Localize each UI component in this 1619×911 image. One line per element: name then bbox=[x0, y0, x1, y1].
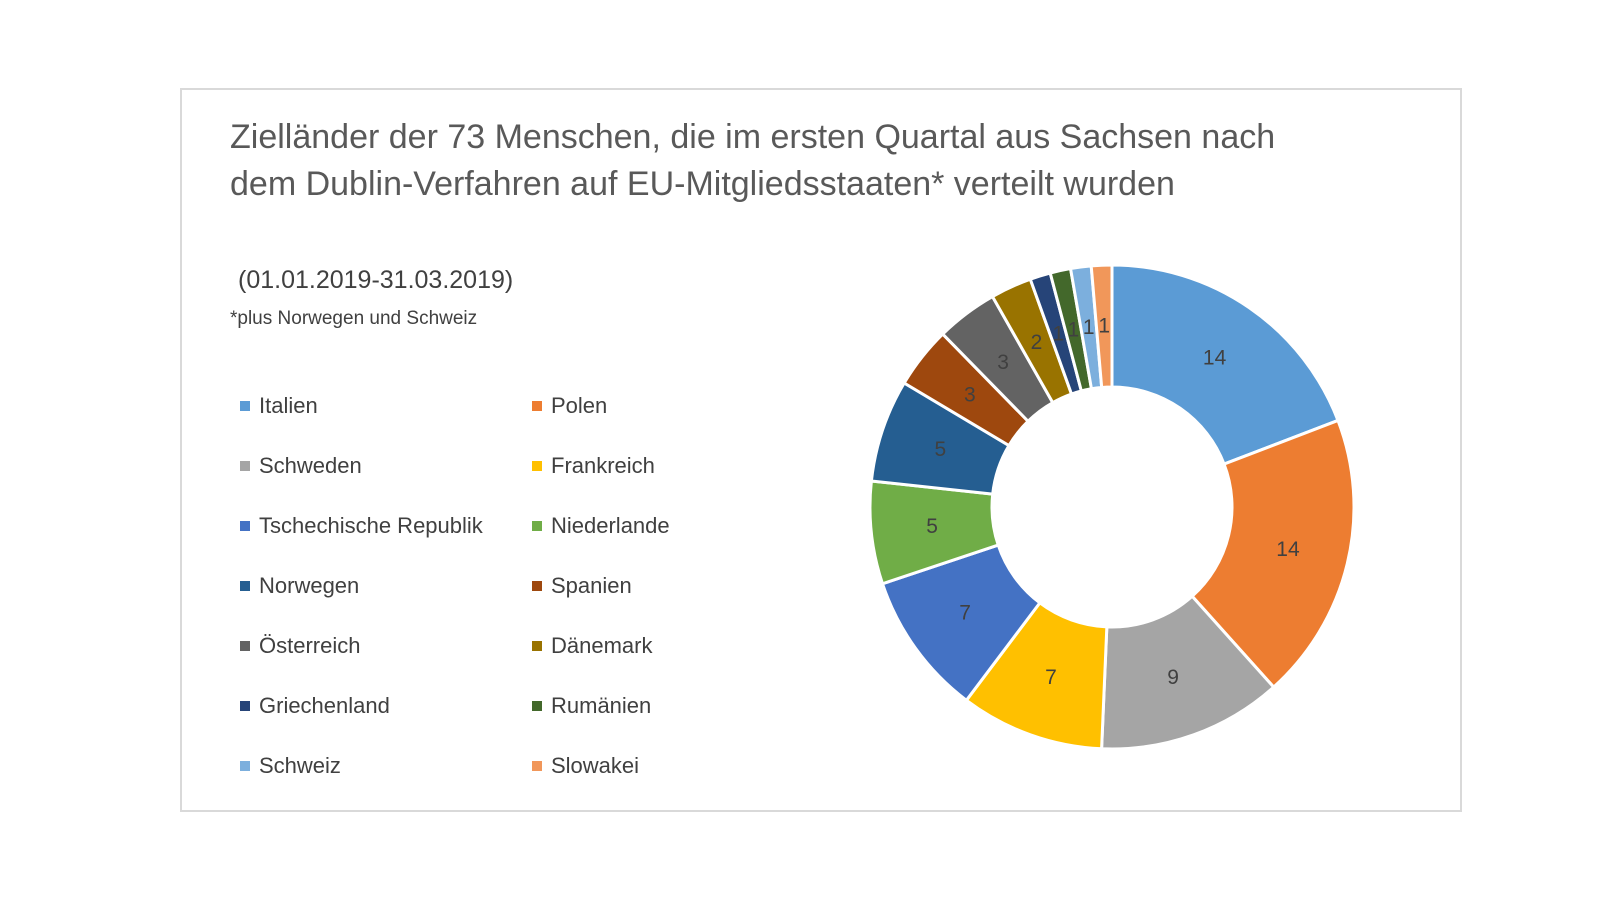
legend-swatch bbox=[532, 701, 542, 711]
legend-item: Niederlande bbox=[532, 496, 700, 556]
legend-item: Schweden bbox=[240, 436, 532, 496]
legend-label: Norwegen bbox=[259, 573, 360, 598]
legend-label: Slowakei bbox=[551, 753, 640, 778]
legend-item: Rumänien bbox=[532, 676, 700, 736]
legend-item: Schweiz bbox=[240, 736, 532, 796]
data-label: 1 bbox=[1083, 316, 1095, 339]
legend-item: Griechenland bbox=[240, 676, 532, 736]
legend-item: Dänemark bbox=[532, 616, 700, 676]
legend-item: Tschechische Republik bbox=[240, 496, 532, 556]
data-label: 1 bbox=[1098, 315, 1110, 338]
legend-swatch bbox=[240, 761, 250, 771]
legend-label: Frankreich bbox=[551, 453, 655, 478]
legend-swatch bbox=[532, 401, 542, 411]
legend-label: Schweden bbox=[259, 453, 362, 478]
chart-note: *plus Norwegen und Schweiz bbox=[230, 308, 478, 329]
data-label: 7 bbox=[1045, 666, 1057, 689]
legend-label: Niederlande bbox=[551, 513, 670, 538]
data-label: 9 bbox=[1167, 666, 1179, 689]
legend-label: Italien bbox=[259, 393, 318, 418]
legend-swatch bbox=[532, 461, 542, 471]
data-label: 1 bbox=[1068, 319, 1080, 342]
legend-swatch bbox=[240, 401, 250, 411]
legend: Italien Polen Schweden Frankreich Tschechisc… bbox=[240, 376, 700, 796]
legend-swatch bbox=[240, 641, 250, 651]
data-label: 5 bbox=[926, 515, 938, 538]
legend-label: Polen bbox=[551, 393, 608, 418]
legend-swatch bbox=[532, 521, 542, 531]
legend-label: Österreich bbox=[259, 633, 361, 658]
legend-label: Schweiz bbox=[259, 753, 341, 778]
legend-swatch bbox=[532, 581, 542, 591]
legend-swatch bbox=[240, 581, 250, 591]
chart-title: Zielländer der 73 Menschen, die im erste… bbox=[230, 118, 1276, 203]
legend-item: Norwegen bbox=[240, 556, 532, 616]
donut-slice bbox=[1089, 263, 1114, 390]
legend-item: Slowakei bbox=[532, 736, 700, 796]
data-label: 2 bbox=[1031, 331, 1043, 354]
data-label: 14 bbox=[1203, 346, 1227, 369]
chart-subtitle: (01.01.2019-31.03.2019) bbox=[238, 266, 514, 294]
legend-swatch bbox=[532, 761, 542, 771]
legend-item: Frankreich bbox=[532, 436, 700, 496]
data-label: 3 bbox=[964, 384, 976, 407]
data-label: 14 bbox=[1276, 538, 1300, 561]
legend-label: Spanien bbox=[551, 573, 632, 598]
donut-slice bbox=[1110, 263, 1340, 467]
legend-swatch bbox=[240, 521, 250, 531]
legend-label: Dänemark bbox=[551, 633, 653, 658]
legend-item: Spanien bbox=[532, 556, 700, 616]
data-label: 3 bbox=[997, 351, 1009, 374]
legend-item: Italien bbox=[240, 376, 532, 436]
legend-label: Rumänien bbox=[551, 693, 652, 718]
data-label: 7 bbox=[959, 601, 971, 624]
legend-swatch bbox=[532, 641, 542, 651]
data-label: 1 bbox=[1052, 323, 1064, 346]
legend-item: Polen bbox=[532, 376, 700, 436]
legend-label: Tschechische Republik bbox=[259, 513, 483, 538]
data-label: 5 bbox=[935, 438, 947, 461]
legend-swatch bbox=[240, 461, 250, 471]
legend-label: Griechenland bbox=[259, 693, 390, 718]
legend-swatch bbox=[240, 701, 250, 711]
donut-slice bbox=[1190, 418, 1356, 690]
legend-item: Österreich bbox=[240, 616, 532, 676]
